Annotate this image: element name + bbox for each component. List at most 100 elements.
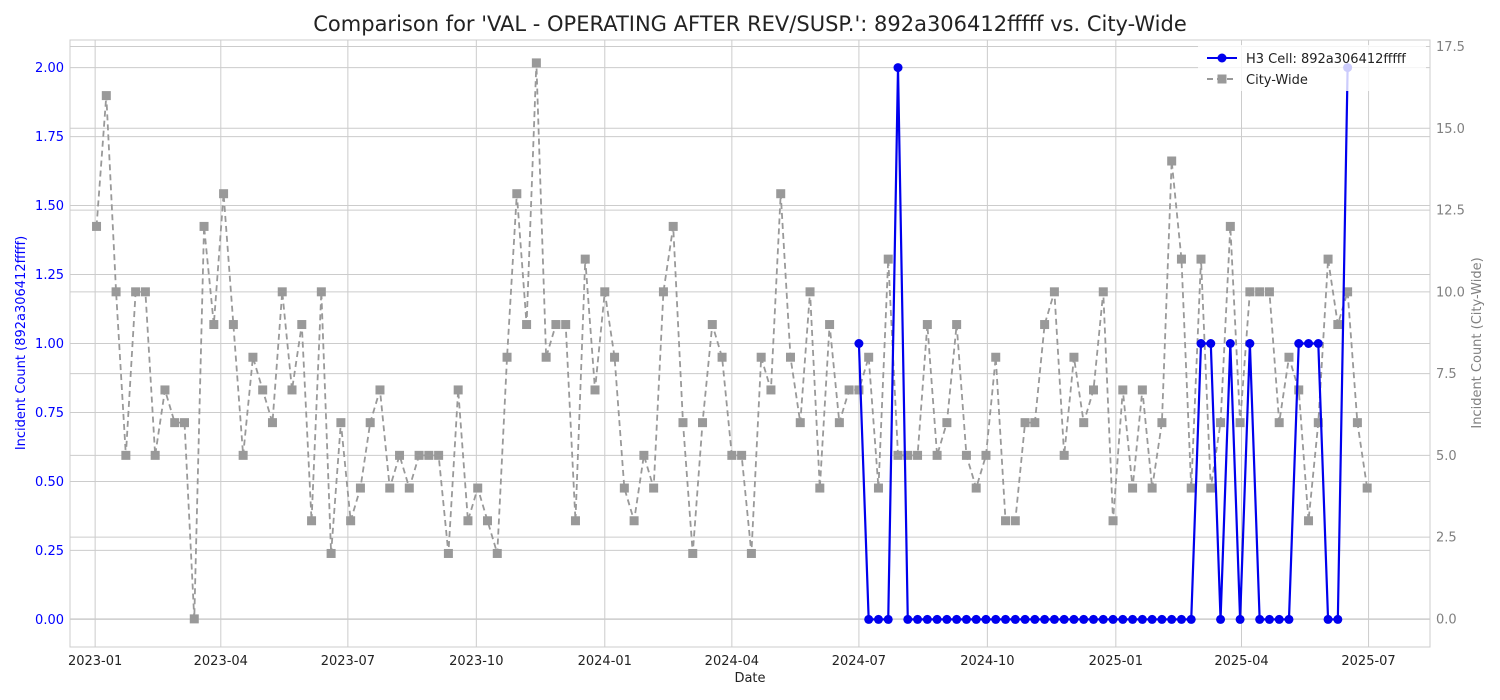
- city-data-point: [336, 418, 346, 428]
- city-data-point: [531, 58, 541, 68]
- city-data-point: [815, 483, 825, 493]
- city-data-point: [688, 548, 698, 558]
- h3-data-point: [1167, 614, 1177, 624]
- city-data-point: [219, 189, 229, 199]
- city-data-point: [1049, 287, 1059, 297]
- city-data-point: [150, 450, 160, 460]
- city-data-point: [1196, 254, 1206, 264]
- h3-data-point: [1010, 614, 1020, 624]
- chart-title: Comparison for 'VAL - OPERATING AFTER RE…: [313, 12, 1186, 36]
- city-data-point: [639, 450, 649, 460]
- city-data-point: [883, 254, 893, 264]
- h3-data-point: [1098, 614, 1108, 624]
- city-data-point: [453, 385, 463, 395]
- legend-h3-marker: [1217, 53, 1227, 63]
- city-data-point: [1313, 418, 1323, 428]
- h3-data-point: [1245, 339, 1255, 348]
- city-data-point: [170, 418, 180, 428]
- city-data-point: [825, 320, 835, 330]
- city-data-point: [209, 320, 219, 330]
- city-data-point: [961, 450, 971, 460]
- right-y-tick-label: 15.0: [1436, 122, 1465, 137]
- city-data-point: [551, 320, 561, 330]
- h3-data-point: [1294, 339, 1304, 348]
- city-data-point: [1264, 287, 1274, 297]
- left-y-tick-label: 1.25: [35, 268, 64, 283]
- city-data-point: [1304, 516, 1314, 526]
- h3-data-point: [1284, 614, 1294, 624]
- h3-data-point: [991, 614, 1001, 624]
- city-data-point: [1147, 483, 1157, 493]
- city-data-point: [502, 352, 512, 362]
- city-data-point: [1333, 320, 1343, 330]
- city-data-point: [1294, 385, 1304, 395]
- x-tick-label: 2023-01: [68, 654, 122, 669]
- h3-data-point: [1020, 614, 1030, 624]
- h3-data-point: [942, 614, 952, 624]
- city-data-point: [140, 287, 150, 297]
- h3-data-point: [1304, 339, 1314, 348]
- left-y-tick-label: 2.00: [35, 61, 64, 76]
- city-data-point: [1030, 418, 1040, 428]
- city-data-point: [805, 287, 815, 297]
- h3-data-point: [1088, 614, 1098, 624]
- x-tick-label: 2023-04: [194, 654, 248, 669]
- city-data-point: [922, 320, 932, 330]
- h3-data-point: [1157, 614, 1167, 624]
- city-data-point: [121, 450, 131, 460]
- city-data-point: [1001, 516, 1011, 526]
- city-data-point: [746, 548, 756, 558]
- city-data-point: [1255, 287, 1265, 297]
- h3-data-point: [1235, 614, 1245, 624]
- city-data-point: [375, 385, 385, 395]
- city-data-point: [1088, 385, 1098, 395]
- city-data-point: [893, 450, 903, 460]
- h3-data-point: [1333, 614, 1343, 624]
- city-data-point: [199, 221, 209, 231]
- h3-data-point: [1196, 339, 1206, 348]
- city-data-point: [776, 189, 786, 199]
- h3-data-point: [1118, 614, 1128, 624]
- city-data-point: [443, 548, 453, 558]
- x-tick-label: 2024-01: [578, 654, 632, 669]
- h3-data-point: [1069, 614, 1079, 624]
- city-data-point: [238, 450, 248, 460]
- city-data-point: [971, 483, 981, 493]
- city-data-point: [92, 221, 102, 231]
- h3-data-point: [952, 614, 962, 624]
- h3-data-point: [961, 614, 971, 624]
- city-data-point: [678, 418, 688, 428]
- h3-data-point: [1323, 614, 1333, 624]
- city-data-point: [873, 483, 883, 493]
- h3-data-point: [1274, 614, 1284, 624]
- h3-data-point: [1001, 614, 1011, 624]
- h3-data-point: [1216, 614, 1226, 624]
- city-data-point: [404, 483, 414, 493]
- city-data-point: [981, 450, 991, 460]
- h3-data-point: [932, 614, 942, 624]
- city-data-point: [834, 418, 844, 428]
- city-data-point: [1079, 418, 1089, 428]
- city-data-point: [346, 516, 356, 526]
- right-y-tick-label: 10.0: [1436, 285, 1465, 300]
- h3-data-point: [873, 614, 883, 624]
- city-data-point: [131, 287, 141, 297]
- city-data-point: [600, 287, 610, 297]
- h3-data-point: [1079, 614, 1089, 624]
- city-data-point: [1186, 483, 1196, 493]
- right-y-tick-label: 5.0: [1436, 449, 1457, 464]
- city-data-point: [932, 450, 942, 460]
- city-data-point: [365, 418, 375, 428]
- x-tick-label: 2025-01: [1089, 654, 1143, 669]
- city-data-point: [1167, 156, 1177, 166]
- h3-data-point: [1147, 614, 1157, 624]
- city-data-point: [179, 418, 189, 428]
- city-data-point: [434, 450, 444, 460]
- h3-data-point: [1255, 614, 1265, 624]
- city-data-point: [1274, 418, 1284, 428]
- h3-data-point: [1049, 614, 1059, 624]
- right-y-tick-label: 17.5: [1436, 40, 1465, 55]
- h3-data-point: [864, 614, 874, 624]
- h3-data-point: [1206, 339, 1216, 348]
